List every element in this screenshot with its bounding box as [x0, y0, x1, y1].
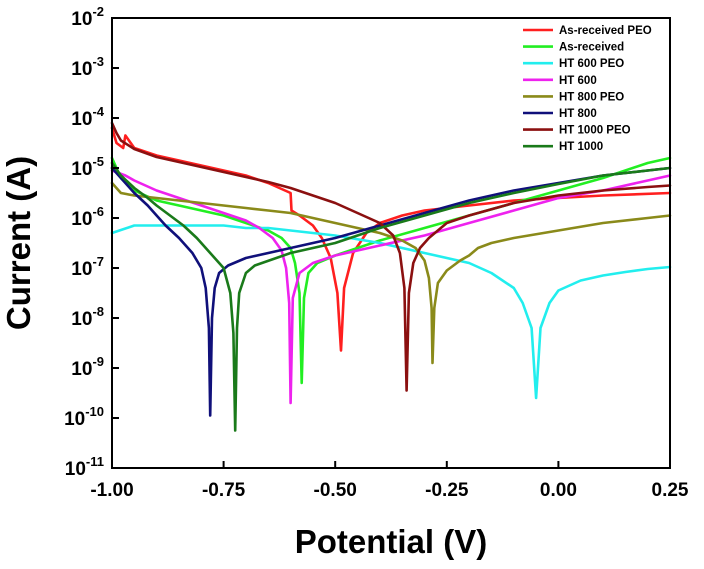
x-tick-label: -0.50 [314, 480, 357, 501]
x-tick-label: 0.25 [652, 480, 689, 501]
legend-label: HT 600 [559, 75, 597, 87]
y-tick-label: 10-5 [71, 154, 104, 180]
legend-label: HT 1000 [559, 141, 603, 153]
legend-label: As-received PEO [559, 25, 652, 37]
x-tick-label: -0.25 [425, 480, 469, 501]
series-line-ht-800 [110, 166, 672, 417]
ticks-layer: -1.00 -0.75 -0.50 -0.25 0.00 0.25 10-11 10-10 10… [64, 4, 689, 501]
x-tick-label: -0.75 [202, 480, 246, 501]
legend-label: HT 800 PEO [559, 91, 624, 103]
y-tick-label: 10-7 [71, 254, 104, 280]
y-tick-label: 10-3 [71, 54, 104, 80]
series-line-ht-1000-peo [110, 121, 672, 392]
y-tick-label: 10-6 [71, 204, 104, 230]
y-axis-title: Current (A) [0, 156, 37, 330]
y-tick-label: 10-2 [71, 4, 104, 30]
x-tick-label: 0.00 [540, 480, 577, 501]
legend-label: HT 600 PEO [559, 58, 624, 70]
y-tick-label: 10-8 [71, 304, 104, 330]
legend-label: As-received [559, 42, 624, 54]
series-line-ht-800-peo [110, 181, 672, 365]
series-line-ht-1000 [110, 161, 672, 432]
legend: As-received PEO As-received HT 600 PEO HT 6… [523, 25, 652, 153]
series-layer [110, 121, 672, 432]
y-tick-label: 10-4 [71, 104, 104, 130]
x-axis-title: Potential (V) [295, 523, 488, 560]
plot-frame [111, 17, 671, 469]
series-line-ht-600-peo [110, 224, 672, 400]
y-tick-label: 10-10 [64, 404, 104, 430]
y-tick-label: 10-11 [65, 454, 104, 480]
legend-label: HT 800 [559, 108, 597, 120]
y-tick-label: 10-9 [71, 354, 104, 380]
legend-label: HT 1000 PEO [559, 125, 631, 137]
x-tick-label: -1.00 [90, 480, 133, 501]
